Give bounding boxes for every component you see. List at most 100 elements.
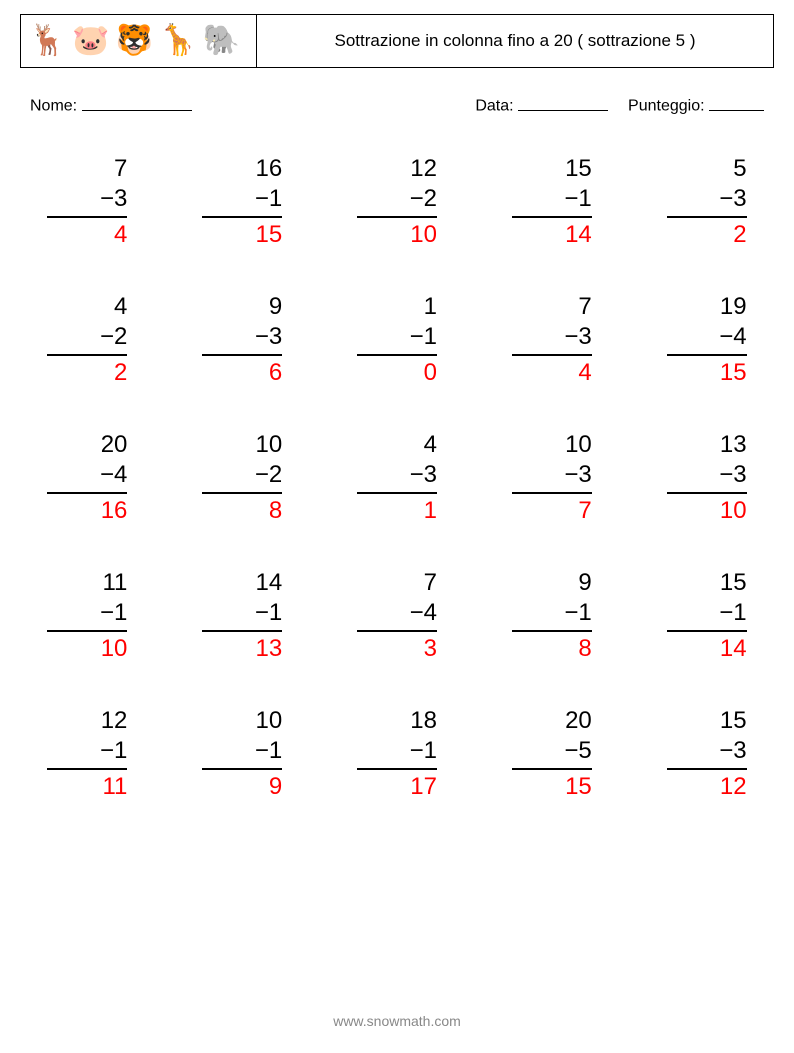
minuend: 18 (357, 706, 437, 736)
header-icons: 🦌 🐷 🐯 🦒 🐘 (21, 15, 257, 67)
minuend: 15 (667, 568, 747, 598)
minuend: 15 (667, 706, 747, 736)
subtrahend-line: −3 (667, 736, 747, 770)
minuend: 12 (357, 154, 437, 184)
meta-date: Data: (475, 92, 608, 116)
answer: 0 (357, 356, 437, 388)
answer: 13 (202, 632, 282, 664)
answer: 2 (667, 218, 747, 250)
minuend: 7 (512, 292, 592, 322)
subtraction-problem: 16−115 (202, 154, 282, 250)
subtrahend-line: −1 (202, 736, 282, 770)
problems-grid: 7−3 416−11512−21015−114 5−3 2 4−2 2 9−3 … (40, 154, 754, 802)
subtraction-problem: 4−2 2 (47, 292, 127, 388)
minuend: 12 (47, 706, 127, 736)
answer: 10 (47, 632, 127, 664)
meta-row: Nome: Data: Punteggio: (30, 92, 764, 116)
minuend: 11 (47, 568, 127, 598)
subtrahend-line: −4 (357, 598, 437, 632)
answer: 15 (512, 770, 592, 802)
name-blank[interactable] (82, 92, 192, 111)
subtraction-problem: 20−515 (512, 706, 592, 802)
answer: 16 (47, 494, 127, 526)
minuend: 7 (47, 154, 127, 184)
subtrahend-line: −3 (357, 460, 437, 494)
subtraction-problem: 5−3 2 (667, 154, 747, 250)
subtrahend-line: −2 (357, 184, 437, 218)
subtraction-problem: 12−210 (357, 154, 437, 250)
minuend: 13 (667, 430, 747, 460)
date-blank[interactable] (518, 92, 608, 111)
subtraction-problem: 15−312 (667, 706, 747, 802)
answer: 3 (357, 632, 437, 664)
answer: 2 (47, 356, 127, 388)
subtrahend-line: −4 (667, 322, 747, 356)
minuend: 7 (357, 568, 437, 598)
minuend: 20 (512, 706, 592, 736)
answer: 10 (357, 218, 437, 250)
subtraction-problem: 10−3 7 (512, 430, 592, 526)
minuend: 16 (202, 154, 282, 184)
subtrahend-line: −3 (667, 184, 747, 218)
subtraction-problem: 10−2 8 (202, 430, 282, 526)
minuend: 4 (47, 292, 127, 322)
minuend: 10 (202, 706, 282, 736)
answer: 9 (202, 770, 282, 802)
subtraction-problem: 1−1 0 (357, 292, 437, 388)
giraffe-icon: 🦒 (159, 26, 196, 56)
minuend: 14 (202, 568, 282, 598)
minuend: 1 (357, 292, 437, 322)
subtraction-problem: 9−1 8 (512, 568, 592, 664)
answer: 10 (667, 494, 747, 526)
subtrahend-line: −1 (47, 598, 127, 632)
subtrahend-line: −3 (667, 460, 747, 494)
worksheet-page: 🦌 🐷 🐯 🦒 🐘 Sottrazione in colonna fino a … (0, 0, 794, 1053)
subtrahend-line: −3 (512, 322, 592, 356)
subtrahend-line: −1 (47, 736, 127, 770)
footer-url: www.snowmath.com (0, 1013, 794, 1029)
subtraction-problem: 4−3 1 (357, 430, 437, 526)
answer: 1 (357, 494, 437, 526)
subtrahend-line: −2 (202, 460, 282, 494)
answer: 15 (667, 356, 747, 388)
deer-icon: 🦌 (29, 26, 66, 56)
subtraction-problem: 15−114 (667, 568, 747, 664)
score-label: Punteggio: (628, 98, 705, 115)
minuend: 19 (667, 292, 747, 322)
subtrahend-line: −3 (512, 460, 592, 494)
answer: 6 (202, 356, 282, 388)
minuend: 10 (512, 430, 592, 460)
subtrahend-line: −1 (357, 322, 437, 356)
subtraction-problem: 14−113 (202, 568, 282, 664)
elephant-icon: 🐘 (202, 26, 239, 56)
subtrahend-line: −3 (202, 322, 282, 356)
subtraction-problem: 9−3 6 (202, 292, 282, 388)
name-label: Nome: (30, 98, 77, 115)
minuend: 9 (512, 568, 592, 598)
pig-icon: 🐷 (72, 26, 109, 56)
worksheet-title: Sottrazione in colonna fino a 20 ( sottr… (257, 15, 773, 67)
minuend: 4 (357, 430, 437, 460)
score-blank[interactable] (709, 92, 764, 111)
subtrahend-line: −1 (512, 598, 592, 632)
answer: 4 (512, 356, 592, 388)
subtrahend-line: −1 (357, 736, 437, 770)
minuend: 20 (47, 430, 127, 460)
header-row: 🦌 🐷 🐯 🦒 🐘 Sottrazione in colonna fino a … (20, 14, 774, 68)
subtraction-problem: 7−4 3 (357, 568, 437, 664)
subtrahend-line: −4 (47, 460, 127, 494)
answer: 14 (512, 218, 592, 250)
subtrahend-line: −5 (512, 736, 592, 770)
minuend: 10 (202, 430, 282, 460)
meta-name: Nome: (30, 92, 192, 116)
answer: 12 (667, 770, 747, 802)
answer: 15 (202, 218, 282, 250)
subtraction-problem: 13−310 (667, 430, 747, 526)
subtraction-problem: 12−111 (47, 706, 127, 802)
subtraction-problem: 11−110 (47, 568, 127, 664)
date-label: Data: (475, 98, 513, 115)
subtrahend-line: −1 (202, 184, 282, 218)
subtrahend-line: −2 (47, 322, 127, 356)
minuend: 5 (667, 154, 747, 184)
subtraction-problem: 15−114 (512, 154, 592, 250)
